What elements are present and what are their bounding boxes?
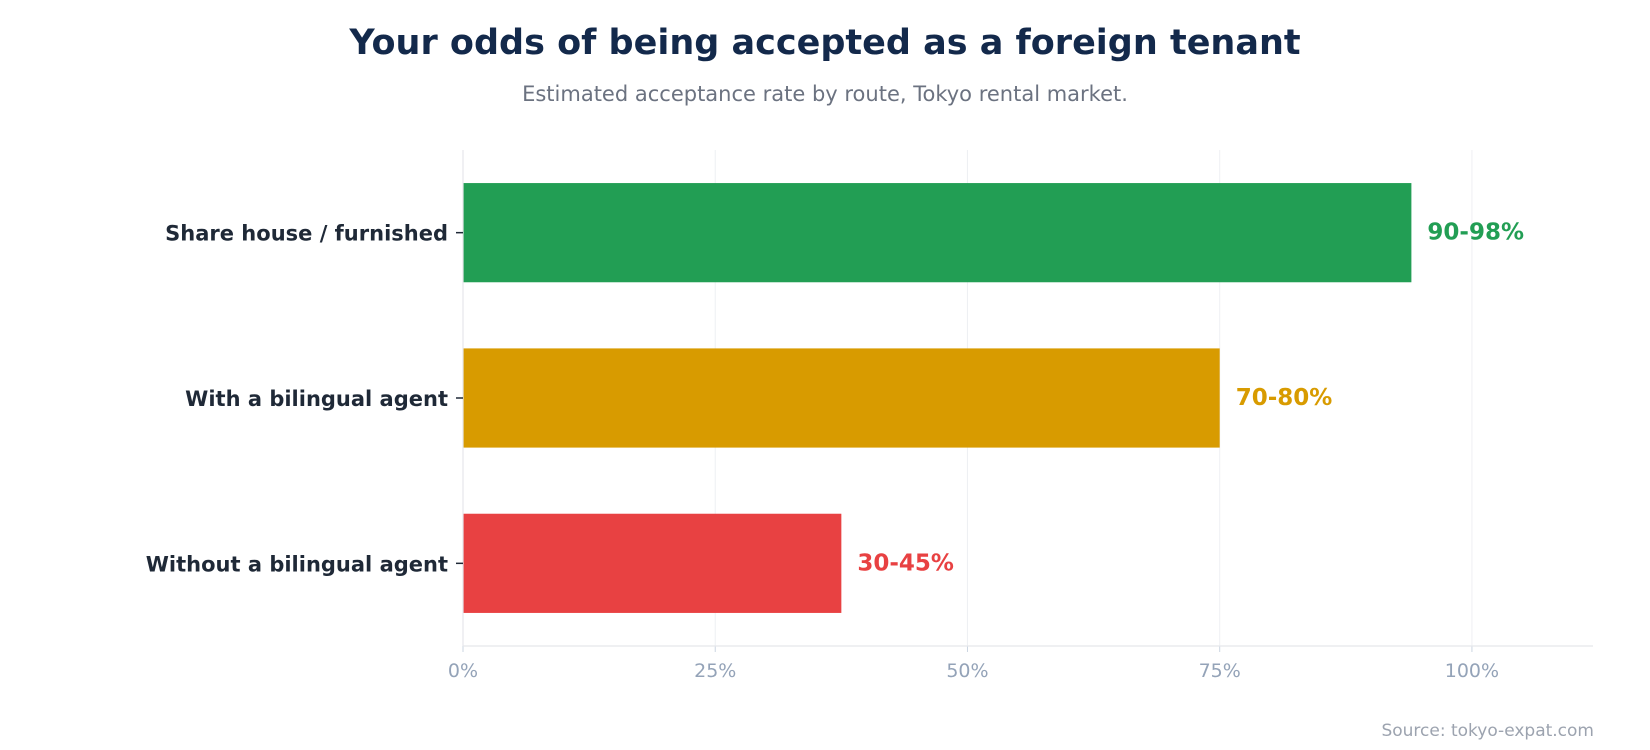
bar [463, 513, 842, 613]
chart-subtitle: Estimated acceptance rate by route, Toky… [522, 82, 1128, 106]
x-axis: 0% 25% 50% 75% 100% Share house / furnished Wi… [146, 150, 1593, 682]
value-label: 90-98% [1427, 220, 1524, 246]
chart-title: Your odds of being accepted as a foreign… [348, 23, 1300, 63]
category-label: With a bilingual agent [185, 387, 448, 411]
x-tick-label: 50% [946, 660, 988, 682]
x-tick-label: 25% [694, 660, 736, 682]
source-note: Source: tokyo-expat.com [1381, 721, 1594, 741]
bar [463, 183, 1412, 283]
category-label: Share house / furnished [165, 222, 448, 246]
category-label: Without a bilingual agent [146, 552, 448, 576]
bar [463, 348, 1220, 448]
bars: 90-98% 70-80% 30-45% [463, 183, 1524, 613]
x-tick-label: 0% [448, 660, 478, 682]
x-tick-label: 100% [1445, 660, 1499, 682]
value-label: 70-80% [1236, 385, 1333, 411]
x-tick-label: 75% [1199, 660, 1241, 682]
value-label: 30-45% [857, 550, 954, 576]
